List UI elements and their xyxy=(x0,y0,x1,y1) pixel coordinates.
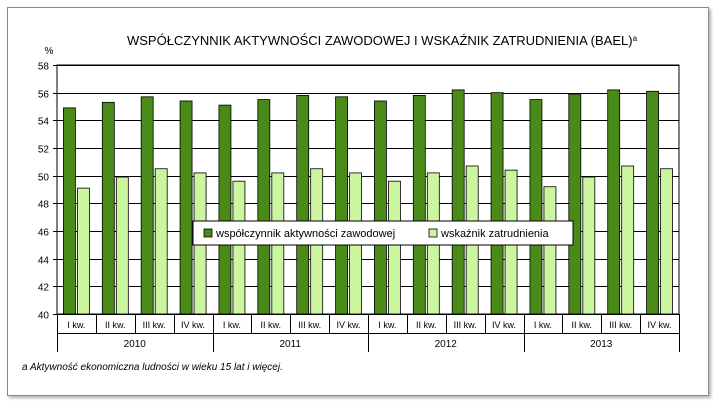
y-tick-label: 48 xyxy=(38,200,50,211)
x-tick-label: IV kw. xyxy=(492,320,516,330)
x-tick-label: II kw. xyxy=(416,320,437,330)
legend-label: współczynnik aktywności zawodowej xyxy=(215,228,395,240)
year-label: 2012 xyxy=(435,339,458,350)
bar-activity-rate xyxy=(646,90,659,315)
y-tick-label: 42 xyxy=(38,283,50,294)
x-tick-label: IV kw. xyxy=(648,320,672,330)
bar-employment-rate xyxy=(232,180,246,315)
x-tick-label: I kw. xyxy=(223,320,241,330)
bar-activity-rate xyxy=(179,100,193,315)
x-axis: I kw. II kw. III kw. IV kw. I kw. II kw. III k… xyxy=(57,314,680,352)
chart-title: WSPÓŁCZYNNIK AKTYWNOŚCI ZAWODOWEJ I WSKA… xyxy=(127,33,638,48)
bar-chart: WSPÓŁCZYNNIK AKTYWNOŚCI ZAWODOWEJ I WSKA… xyxy=(22,33,680,373)
legend: współczynnik aktywności zawodowej wskaźni… xyxy=(192,220,574,246)
bar-activity-rate xyxy=(374,100,387,315)
year-label: 2010 xyxy=(124,339,147,350)
bar-activity-rate xyxy=(63,107,76,315)
x-tick-label: IV kw. xyxy=(181,320,205,330)
x-tick-label: IV kw. xyxy=(337,320,361,330)
bar-employment-rate xyxy=(660,168,673,315)
bar-activity-rate xyxy=(412,95,426,315)
bar-activity-rate xyxy=(101,101,115,315)
y-tick-label: 40 xyxy=(38,311,50,322)
legend-label: wskaźnik zatrudnienia xyxy=(440,228,549,240)
bar-employment-rate xyxy=(154,168,168,315)
footnote: a Aktywność ekonomiczna ludności w wieku… xyxy=(22,362,283,373)
x-tick-label: III kw. xyxy=(143,320,166,330)
bar-activity-rate xyxy=(607,89,621,315)
y-tick-label: 54 xyxy=(38,117,50,128)
bar-activity-rate xyxy=(296,95,310,315)
y-tick-label: 52 xyxy=(38,145,50,156)
legend-box xyxy=(192,220,574,246)
x-tick-label: II kw. xyxy=(105,320,126,330)
x-tick-label: II kw. xyxy=(261,320,282,330)
bar-activity-rate xyxy=(140,96,154,315)
x-tick-label: II kw. xyxy=(572,320,593,330)
x-tick-label: III kw. xyxy=(454,320,477,330)
x-tick-label: III kw. xyxy=(298,320,321,330)
bar-activity-rate xyxy=(218,104,232,315)
x-tick-label: I kw. xyxy=(378,320,396,330)
bar-employment-rate xyxy=(115,176,129,315)
bar-activity-rate xyxy=(451,89,465,315)
y-tick-label: 56 xyxy=(38,90,50,101)
y-axis-ticks: 40 42 44 46 48 50 52 54 56 58 xyxy=(38,62,57,322)
y-tick-label: 46 xyxy=(38,228,50,239)
chart-frame: WSPÓŁCZYNNIK AKTYWNOŚCI ZAWODOWEJ I WSKA… xyxy=(7,7,709,396)
bar-employment-rate xyxy=(621,165,635,315)
bar-activity-rate xyxy=(490,92,504,315)
x-tick-label: III kw. xyxy=(609,320,632,330)
bar-employment-rate xyxy=(543,186,557,315)
x-tick-label: I kw. xyxy=(534,320,552,330)
bar-employment-rate xyxy=(77,187,90,315)
year-label: 2011 xyxy=(279,339,301,350)
x-tick-label: I kw. xyxy=(67,320,85,330)
y-axis-unit: % xyxy=(45,46,54,57)
bar-activity-rate xyxy=(568,93,582,315)
legend-swatch xyxy=(428,228,438,238)
y-tick-label: 50 xyxy=(38,173,50,184)
bar-employment-rate xyxy=(582,176,596,315)
bar-activity-rate xyxy=(529,99,543,315)
legend-swatch xyxy=(203,228,213,238)
bar-employment-rate xyxy=(388,180,401,315)
bar-activity-rate xyxy=(335,96,348,315)
y-tick-label: 44 xyxy=(38,256,50,267)
bar-activity-rate xyxy=(257,99,271,315)
y-tick-label: 58 xyxy=(38,62,50,73)
year-label: 2013 xyxy=(590,339,613,350)
